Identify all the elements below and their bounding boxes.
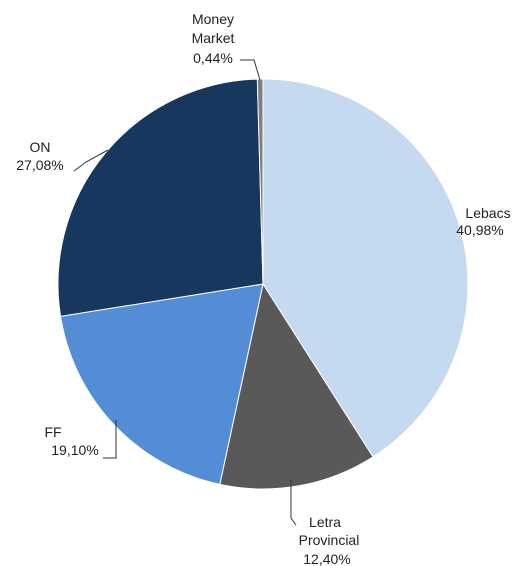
leader-lines [73,59,297,526]
slice-value-label-letra-provincial: 12,40% [303,551,350,566]
slice-value-label-lebacs: 40,98% [456,222,503,238]
slice-label-letra-provincial: Letra [309,514,341,530]
leader-line-letra-provincial [290,480,297,526]
pie-slice-ff [59,283,264,485]
slice-label-lebacs: Lebacs [465,205,510,221]
slice-value-label-ff: 19,10% [51,442,98,458]
pie-slices [57,78,469,490]
pie-slice-on [57,78,264,317]
pie-slice-letra-provincial [219,282,374,490]
leader-line-money-market [240,59,261,81]
slice-label-on: ON [30,139,51,155]
pie-slice-lebacs [262,78,469,458]
slice-label-money-market: Market [192,30,235,46]
leader-line-ff [103,420,117,459]
slice-label-money-market: Money [192,11,234,27]
leader-line-on [73,149,109,172]
slice-label-ff: FF [44,424,61,440]
slice-label-letra-provincial: Provincial [299,532,360,548]
slice-value-label-money-market: 0,44% [193,50,233,66]
slice-value-label-on: 27,08% [16,157,63,173]
